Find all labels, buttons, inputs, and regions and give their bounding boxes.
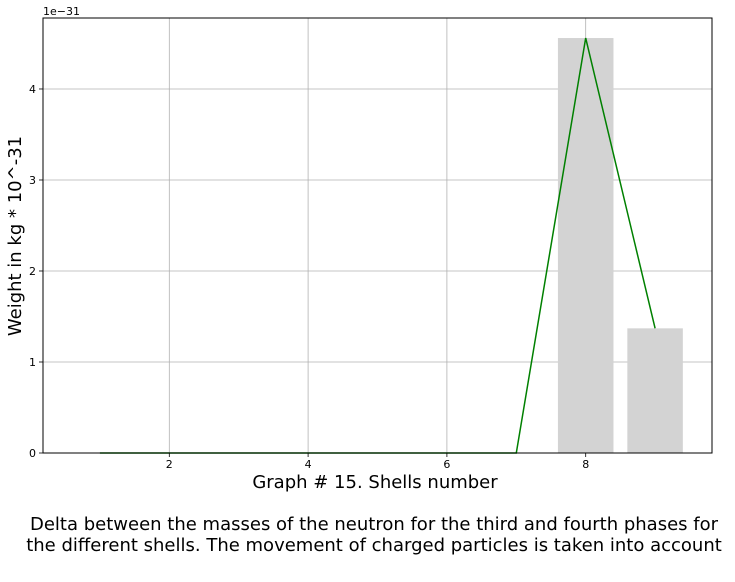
bars [557,38,683,453]
plot-frame [42,17,713,454]
y-tick-label: 2 [29,265,36,278]
x-tick-label: 6 [443,458,450,471]
offset-text: 1e−31 [43,5,80,18]
x-tick-label: 8 [582,458,589,471]
bar [627,328,683,453]
y-tick-label: 1 [29,356,36,369]
x-axis-title: Graph # 15. Shells number [252,472,498,493]
y-tick-label: 4 [29,83,36,96]
x-tick-label: 4 [305,458,312,471]
caption-line-1: Delta between the masses of the neutron … [30,514,719,535]
y-tick-label: 0 [29,447,36,460]
ticks: 2 4 6 8 0 1 2 3 4 [29,83,589,471]
x-tick-label: 2 [166,458,173,471]
caption-line-2: the different shells. The movement of ch… [26,535,722,556]
y-axis-title: Weight in kg * 10^-31 [5,136,26,336]
y-tick-label: 3 [29,174,36,187]
bar [557,38,614,453]
